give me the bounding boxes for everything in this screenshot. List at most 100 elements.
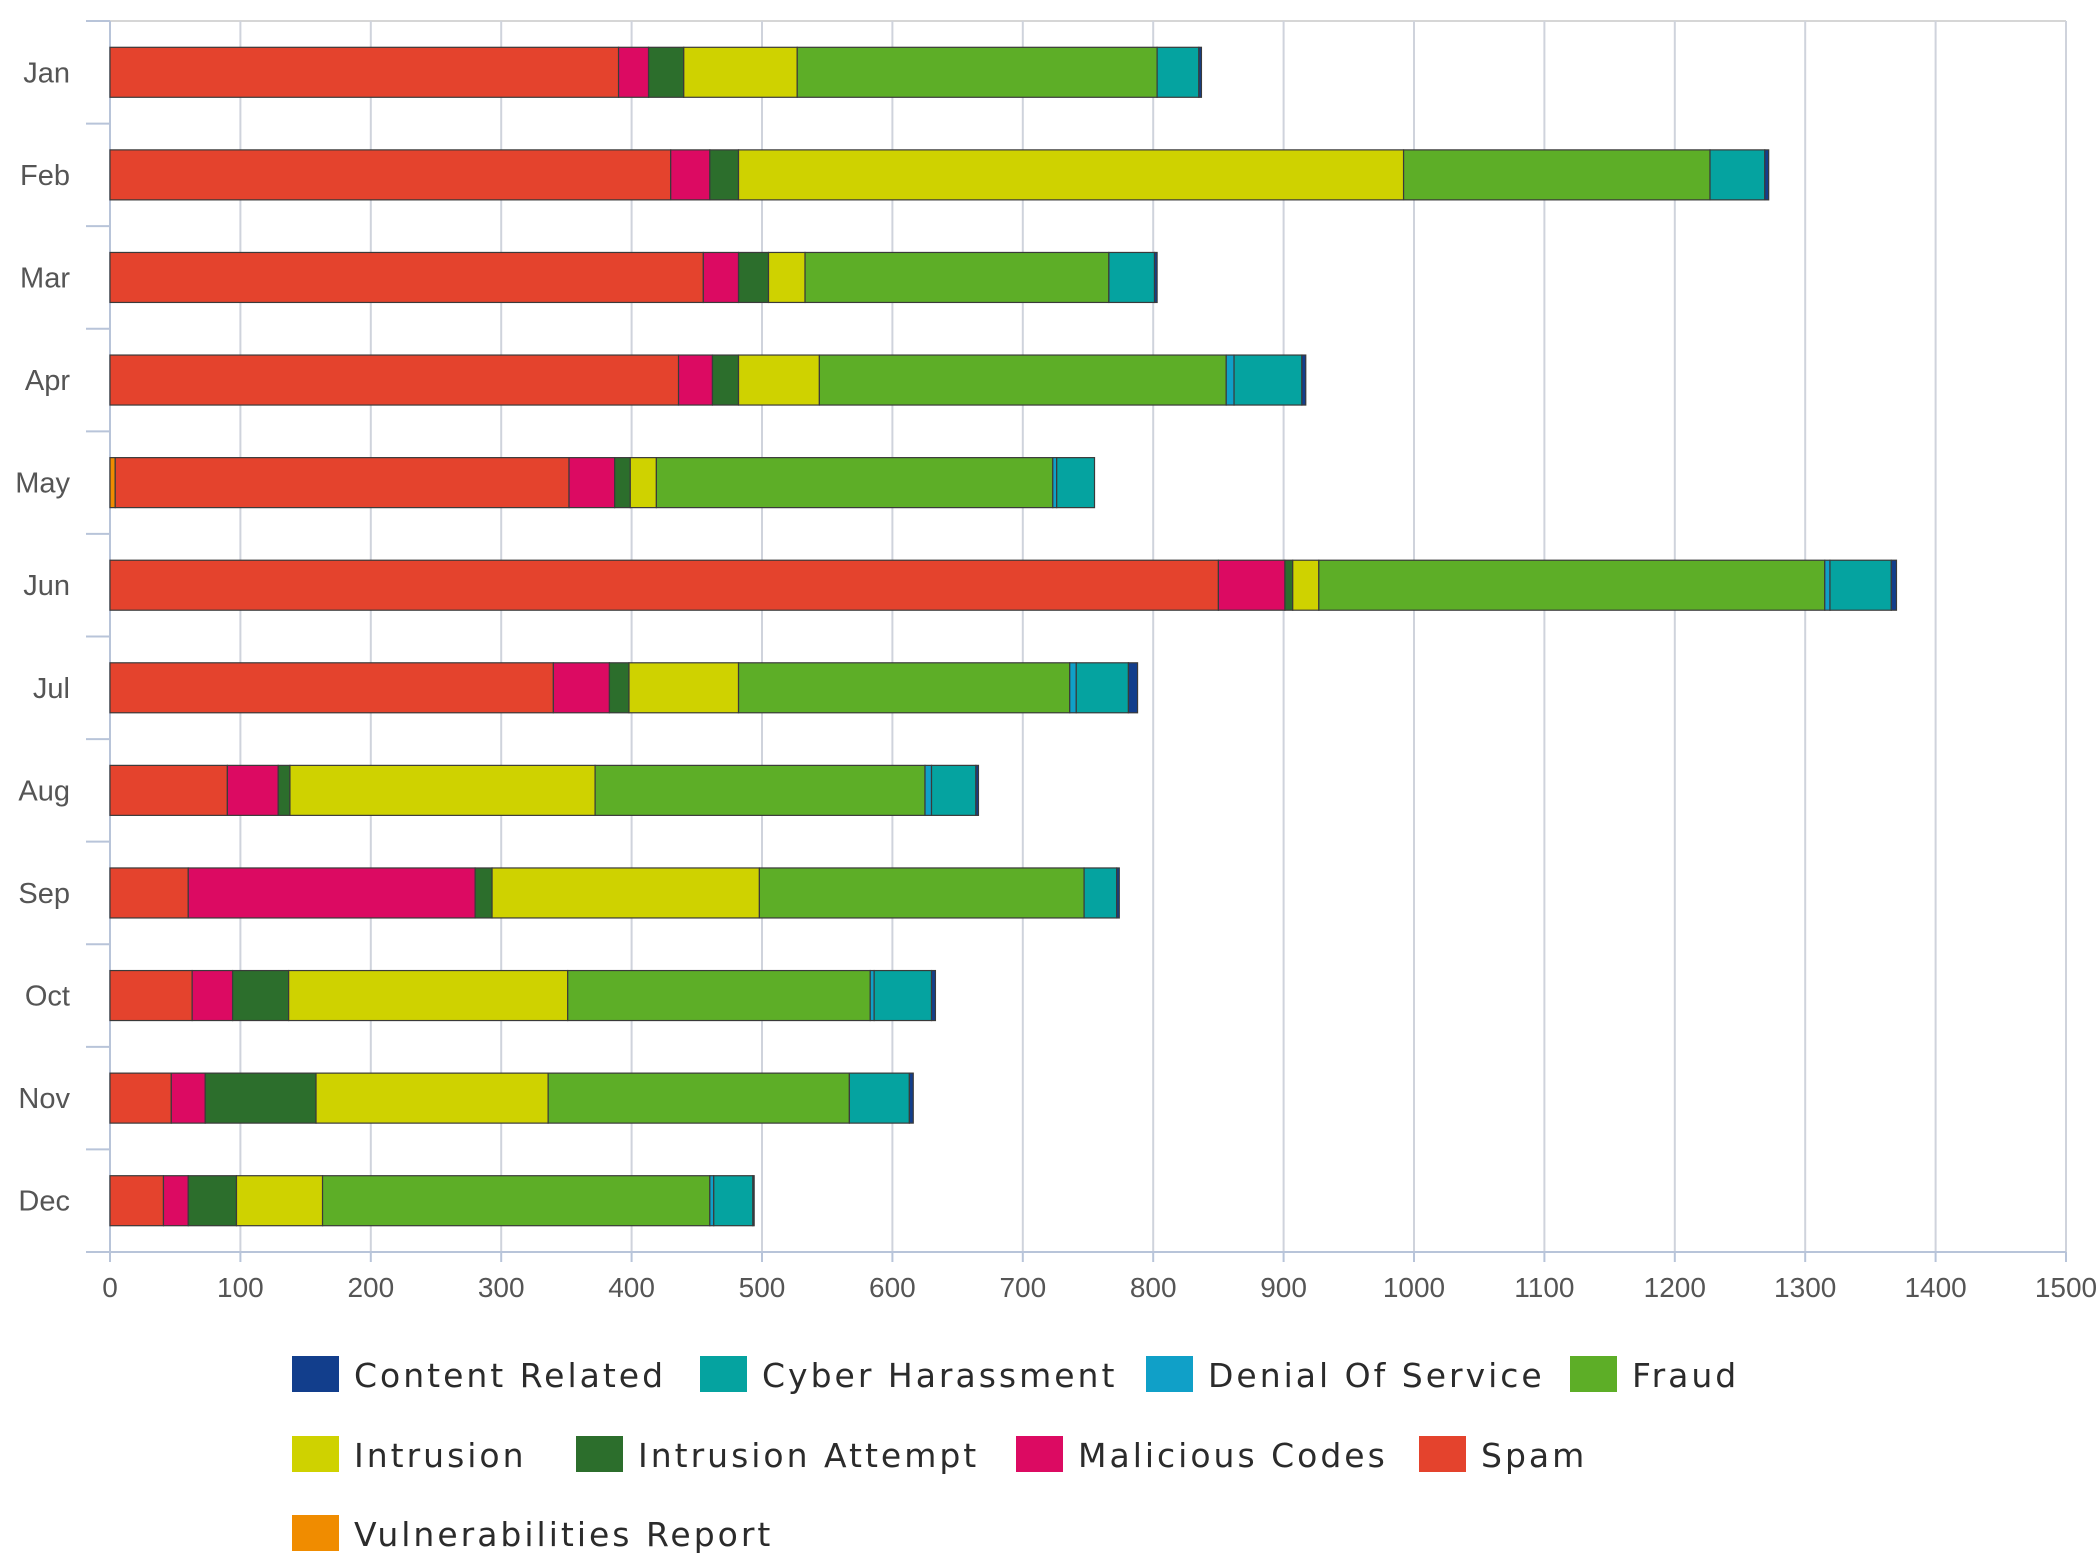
bar-segment-intrusion-attempt [1284, 559, 1294, 611]
bar-segment-cyber-harassment [873, 969, 933, 1022]
bar-segment-fraud [1318, 559, 1826, 611]
legend-item-denial-of-service[interactable]: Denial Of Service [1146, 1356, 1545, 1395]
grid-layer [110, 20, 2067, 1252]
legend-swatch [292, 1436, 339, 1472]
legend-swatch [1419, 1436, 1466, 1472]
bar-segment-malicious-codes [162, 1175, 189, 1227]
legend-item-vulnerabilities-report[interactable]: Vulnerabilities Report [292, 1515, 773, 1554]
x-tick-label: 500 [739, 1272, 786, 1303]
x-tick-label: 1400 [1904, 1272, 1966, 1303]
y-tick-label: Dec [18, 1186, 70, 1218]
bar-segment-denial-of-service [1069, 662, 1077, 714]
legend-swatch [292, 1356, 339, 1392]
bar-segment-spam [114, 457, 570, 509]
bar-segment-cyber-harassment [1056, 457, 1096, 509]
x-tick-label: 300 [478, 1272, 525, 1303]
legend-label: Cyber Harassment [762, 1356, 1117, 1395]
bar-segment-fraud [804, 251, 1110, 304]
legend-item-cyber-harassment[interactable]: Cyber Harassment [700, 1356, 1117, 1395]
bar-segment-content-related [930, 969, 937, 1022]
bar-segment-cyber-harassment [1829, 559, 1892, 611]
bar-segment-spam [109, 149, 672, 201]
y-tick-label: Sep [18, 878, 70, 910]
bar-group-sep [109, 867, 1120, 919]
legend-item-fraud[interactable]: Fraud [1570, 1356, 1739, 1395]
legend-item-intrusion-attempt[interactable]: Intrusion Attempt [576, 1436, 979, 1475]
bar-segment-intrusion [315, 1072, 549, 1124]
legend-item-content-related[interactable]: Content Related [292, 1356, 666, 1395]
legend-label: Intrusion Attempt [638, 1436, 979, 1475]
bar-segment-intrusion [737, 354, 820, 406]
x-tick-label: 1500 [2035, 1272, 2097, 1303]
x-tick-label: 1100 [1514, 1272, 1574, 1303]
bar-group-aug [109, 764, 980, 816]
bar-segment-cyber-harassment [1156, 46, 1200, 98]
x-tick-label: 800 [1130, 1272, 1177, 1303]
bar-group-jan [109, 46, 1203, 98]
x-tick-label: 900 [1260, 1272, 1307, 1303]
bar-segment-malicious-codes [226, 764, 279, 816]
bar-segment-malicious-codes [702, 251, 740, 304]
bar-segment-intrusion-attempt [608, 662, 630, 714]
bar-segment-spam [109, 662, 554, 714]
bar-segment-intrusion-attempt [474, 867, 493, 919]
y-tick-label: Nov [18, 1083, 70, 1115]
bar-group-apr [109, 354, 1307, 406]
bar-segment-spam [109, 969, 193, 1022]
bar-segment-malicious-codes [170, 1072, 206, 1124]
bar-segment-intrusion [491, 867, 760, 919]
bar-segment-content-related [752, 1175, 755, 1227]
bar-segment-intrusion-attempt [187, 1175, 238, 1227]
bar-segment-malicious-codes [1217, 559, 1286, 611]
bar-group-mar [109, 251, 1158, 304]
bar-segment-content-related [1301, 354, 1307, 406]
bar-segment-intrusion [289, 764, 596, 816]
bar-segment-intrusion-attempt [614, 457, 631, 509]
legend-label: Spam [1481, 1436, 1587, 1475]
legend-item-intrusion[interactable]: Intrusion [292, 1436, 527, 1475]
bar-segment-spam [109, 1175, 165, 1227]
bar-segment-denial-of-service [1824, 559, 1831, 611]
bar-group-feb [109, 149, 1770, 201]
bar-segment-fraud [321, 1175, 711, 1227]
x-tick-label: 0 [102, 1272, 118, 1303]
bar-segment-intrusion [767, 251, 806, 304]
bar-segment-malicious-codes [670, 149, 711, 201]
bar-group-jul [109, 662, 1139, 714]
bar-segment-spam [109, 764, 228, 816]
x-tick-label: 700 [999, 1272, 1046, 1303]
bar-segment-spam [109, 559, 1220, 611]
axis-layer: 0 100 200 300 400 500 600 700 800 900 1000 1100 1200… [15, 20, 2097, 1303]
bar-segment-cyber-harassment [1108, 251, 1156, 304]
x-tick-label: 200 [347, 1272, 394, 1303]
bar-segment-content-related [1890, 559, 1898, 611]
bar-segment-content-related [1116, 867, 1120, 919]
y-tick-label: Mar [20, 262, 70, 294]
legend-label: Malicious Codes [1078, 1436, 1388, 1475]
bar-segment-malicious-codes [568, 457, 616, 509]
bar-segment-malicious-codes [552, 662, 611, 714]
bar-segment-intrusion [235, 1175, 324, 1227]
bar-segment-intrusion-attempt [277, 764, 291, 816]
legend-label: Vulnerabilities Report [354, 1515, 773, 1553]
bar-group-jun [109, 559, 1898, 611]
legend-label: Content Related [354, 1356, 666, 1395]
legend-swatch [1146, 1356, 1193, 1392]
bar-segment-fraud [547, 1072, 850, 1124]
bar-segment-content-related [1127, 662, 1139, 714]
bar-segment-cyber-harassment [1083, 867, 1118, 919]
bar-segment-malicious-codes [617, 46, 650, 98]
legend-swatch [700, 1356, 747, 1392]
bar-segment-cyber-harassment [848, 1072, 910, 1124]
legend-item-spam[interactable]: Spam [1419, 1436, 1587, 1475]
bar-segment-fraud [737, 662, 1071, 714]
bar-segment-intrusion [737, 149, 1405, 201]
bar-segment-spam [109, 46, 620, 98]
bar-segment-intrusion-attempt [204, 1072, 317, 1124]
legend-item-malicious-codes[interactable]: Malicious Codes [1016, 1436, 1388, 1475]
y-tick-label: Feb [20, 160, 70, 192]
y-tick-label: Jan [23, 57, 70, 89]
bar-segment-intrusion [288, 969, 569, 1022]
bar-segment-denial-of-service [924, 764, 933, 816]
bar-segment-spam [109, 354, 680, 406]
